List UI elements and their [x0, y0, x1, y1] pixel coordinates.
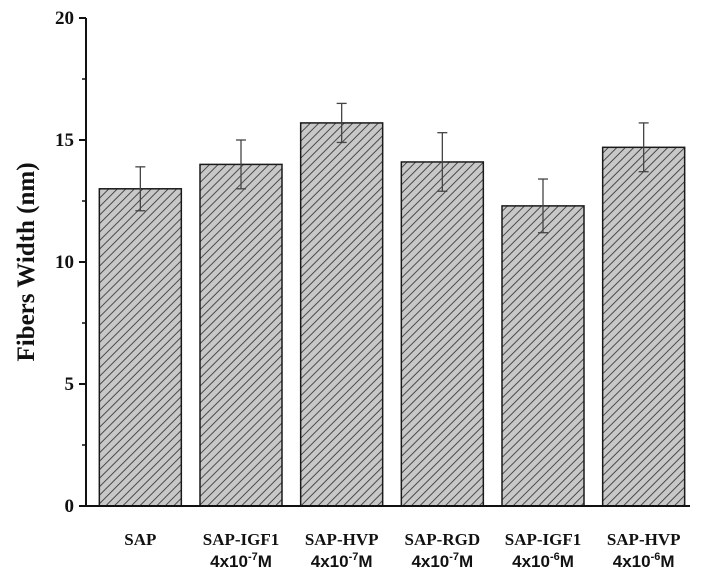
y-tick-label: 10: [55, 252, 74, 273]
category-label: SAP-HVP: [607, 530, 681, 549]
y-tick-label: 5: [65, 374, 75, 395]
bar-4: [400, 161, 485, 507]
bar-2: [199, 163, 283, 507]
y-tick-label: 20: [55, 8, 74, 29]
error-bar-6: [638, 122, 649, 173]
category-label: SAP-IGF1: [203, 530, 280, 549]
error-bar-2: [236, 139, 246, 190]
category-label: SAP: [124, 530, 156, 549]
category-label: SAP-RGD: [405, 530, 481, 549]
error-bar-3: [336, 102, 347, 144]
bar-3: [299, 122, 384, 507]
bar-5: [501, 205, 585, 507]
category-concentration: 4x10-7M: [411, 551, 473, 571]
axes-layer: [79, 17, 690, 507]
bars-layer: [98, 122, 686, 507]
labels-layer: 0 5 10 15 20 Fibers Width (nm) SAP SAP-IGF1 4x10…: [13, 8, 681, 571]
category-concentration: 4x10-6M: [512, 551, 574, 571]
category-concentration: 4x10-6M: [613, 551, 675, 571]
y-axis-label: Fibers Width (nm): [13, 162, 40, 361]
error-bar-4: [437, 132, 448, 192]
error-bar-5: [538, 178, 548, 234]
category-concentration: 4x10-7M: [210, 551, 272, 571]
category-concentration: 4x10-7M: [311, 551, 373, 571]
y-tick-label: 0: [65, 496, 75, 517]
bar-1: [98, 188, 183, 507]
y-tick-label: 15: [55, 130, 74, 151]
category-label: SAP-HVP: [305, 530, 379, 549]
category-label: SAP-IGF1: [505, 530, 582, 549]
error-bar-1: [135, 166, 146, 212]
bar-6: [601, 146, 686, 507]
error-bars-layer: [135, 102, 649, 234]
